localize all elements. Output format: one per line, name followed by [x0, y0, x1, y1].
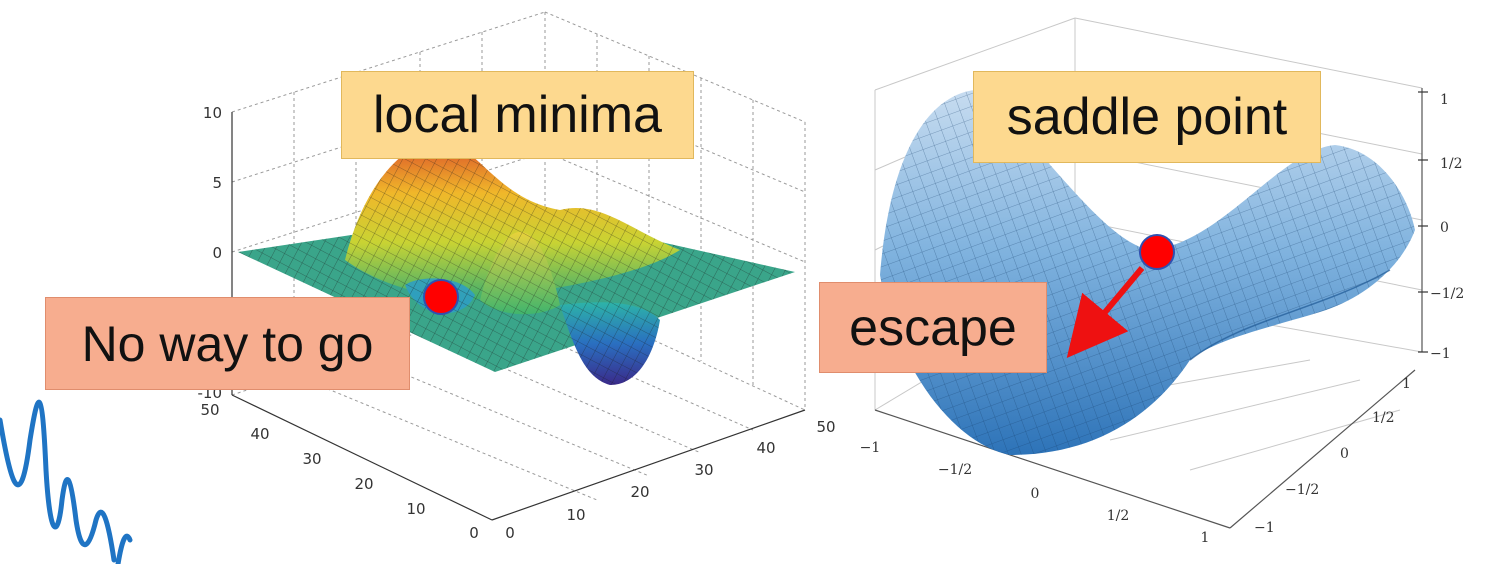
left-x-tick-label: 0: [505, 524, 515, 542]
left-y-tick-label: 50: [200, 401, 219, 419]
right-y-tick-label: 0: [1340, 446, 1349, 462]
right-y-tick-label: 1: [1402, 376, 1411, 392]
saddle-point-marker: [1139, 234, 1175, 270]
right-x-tick-label: 0: [1031, 486, 1040, 502]
right-y-tick-label: 1/2: [1372, 410, 1395, 426]
left-x-tick-label: 40: [756, 439, 775, 457]
right-z-tick-label: 1: [1440, 92, 1449, 108]
left-y-ticks: 50 40 30 20 10 0: [200, 401, 478, 542]
left-y-tick-label: 0: [469, 524, 479, 542]
right-y-tick-label: −1: [1254, 520, 1275, 536]
escape-callout: escape: [819, 282, 1047, 373]
left-y-tick-label: 10: [406, 500, 425, 518]
left-x-ticks: 0 10 20 30 40 50: [505, 418, 835, 542]
left-y-tick-label: 40: [250, 425, 269, 443]
right-y-tick-label: −1/2: [1285, 482, 1319, 498]
saddle-point-callout: saddle point: [973, 71, 1321, 163]
right-y-ticks: −1 −1/2 0 1/2 1: [1254, 376, 1411, 536]
right-z-tick-label: −1: [1430, 346, 1451, 362]
left-y-tick-label: 30: [302, 450, 321, 468]
blue-doodle-decoration: [0, 399, 133, 567]
left-surface: [238, 135, 795, 385]
left-x-tick-label: 20: [630, 483, 649, 501]
left-x-tick-label: 50: [816, 418, 835, 436]
left-z-tick-label: 10: [203, 104, 222, 122]
left-y-tick-label: 20: [354, 475, 373, 493]
left-chart: 10 5 0 -10 50 40 30 20 10 0 0 10 20 30 4…: [198, 11, 836, 542]
right-z-tick-label: 0: [1440, 220, 1449, 236]
right-x-tick-label: 1/2: [1107, 508, 1130, 524]
right-x-ticks: −1 −1/2 0 1/2 1: [860, 440, 1210, 546]
right-z-ticks: 1 1/2 0 −1/2 −1: [1418, 91, 1464, 362]
local-minima-callout: local minima: [341, 71, 694, 159]
left-z-tick-label: 5: [212, 174, 222, 192]
left-x-tick-label: 10: [566, 506, 585, 524]
right-x-tick-label: −1: [860, 440, 881, 456]
right-z-tick-label: 1/2: [1440, 156, 1463, 172]
right-x-tick-label: −1/2: [938, 462, 972, 478]
left-x-tick-label: 30: [694, 461, 713, 479]
no-way-to-go-callout: No way to go: [45, 297, 410, 390]
left-z-tick-label: 0: [212, 244, 222, 262]
left-minimum-marker: [423, 279, 459, 315]
escape-arrow: [1066, 266, 1145, 359]
right-x-tick-label: 1: [1201, 530, 1210, 546]
right-z-tick-label: −1/2: [1430, 286, 1464, 302]
